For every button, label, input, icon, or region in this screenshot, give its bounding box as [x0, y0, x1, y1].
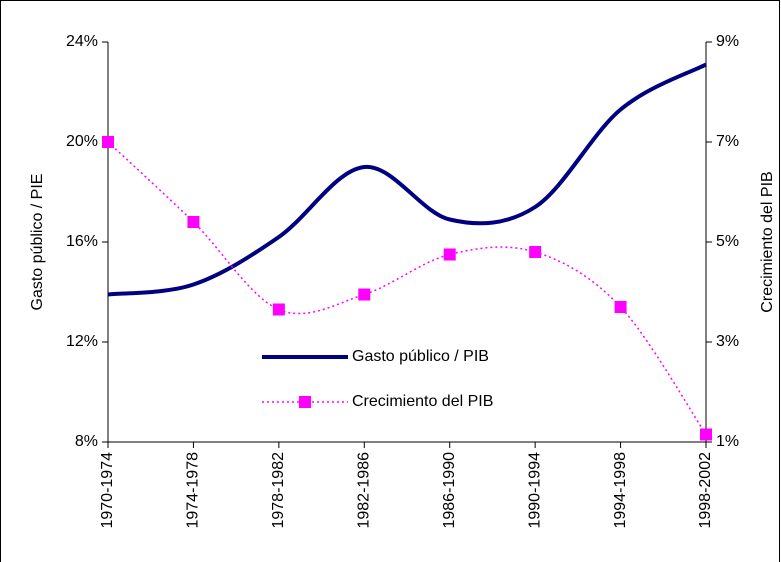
x-tick-label: 1998-2002 — [697, 452, 714, 529]
y2-tick-label: 1% — [716, 433, 739, 450]
x-tick-label: 1978-1982 — [270, 452, 287, 529]
x-tick-label: 1970-1974 — [99, 452, 116, 529]
x-tick-label: 1982-1986 — [356, 452, 373, 529]
y-axis-title: Gasto público / PIE — [29, 174, 46, 311]
series-marker — [700, 428, 712, 441]
series-line — [107, 141, 707, 435]
y2-tick-label: 7% — [716, 133, 739, 150]
legend-label: Gasto público / PIB — [352, 348, 489, 365]
series-marker — [272, 303, 285, 316]
y-tick-label: 8% — [75, 433, 98, 450]
legend-label: Crecimiento del PIB — [352, 393, 493, 410]
x-tick-label: 1990-1994 — [526, 452, 543, 529]
series-line — [107, 62, 707, 297]
series-marker — [614, 301, 627, 313]
y-tick-label: 12% — [66, 333, 98, 350]
y2-axis-title: Crecimiento del PIB — [759, 171, 776, 312]
series-marker — [187, 216, 200, 228]
y2-tick-label: 9% — [716, 33, 739, 50]
legend-marker — [299, 396, 311, 408]
x-tick-label: 1974-1978 — [185, 452, 202, 529]
y-tick-label: 20% — [66, 133, 98, 150]
series-marker — [529, 246, 542, 258]
y-tick-label: 16% — [66, 233, 98, 250]
x-tick-label: 1994-1998 — [612, 452, 629, 529]
series-marker — [443, 248, 456, 261]
series-marker — [102, 136, 114, 148]
y-tick-label: 24% — [66, 33, 98, 50]
y2-tick-label: 3% — [716, 333, 739, 350]
series-marker — [358, 288, 371, 301]
y2-tick-label: 5% — [716, 233, 739, 250]
x-tick-label: 1986-1990 — [441, 452, 458, 529]
